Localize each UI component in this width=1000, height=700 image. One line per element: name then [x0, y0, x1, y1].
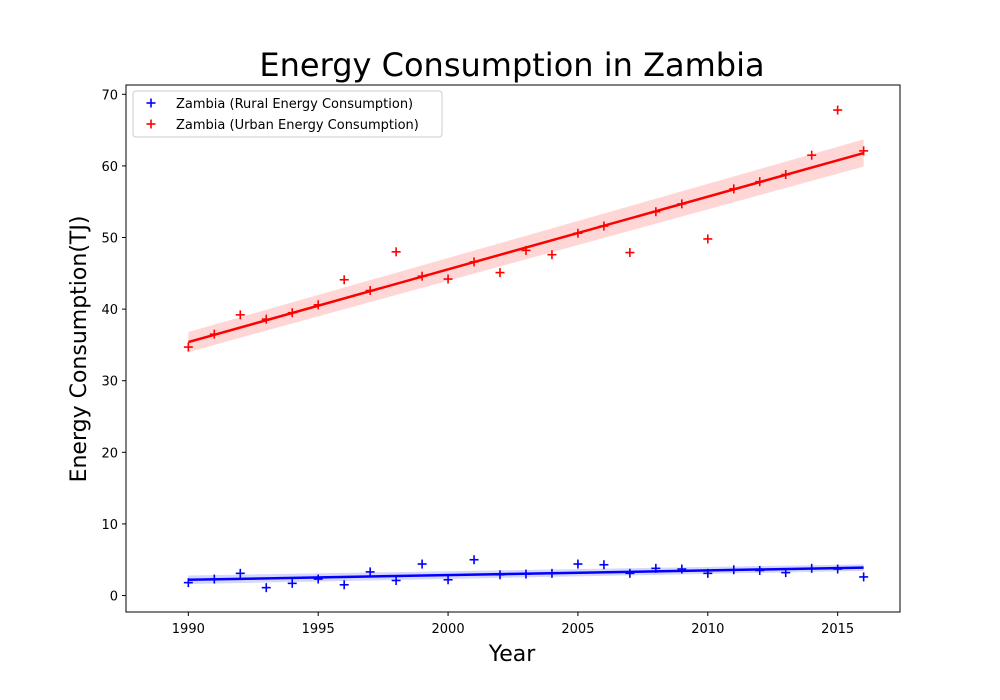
- data-point-1-13: [521, 245, 531, 255]
- x-tick-label-2000: 2000: [432, 622, 465, 637]
- data-point-0-11: [469, 555, 479, 565]
- y-tick-label-0: 0: [110, 590, 118, 605]
- x-tick-label-2010: 2010: [691, 622, 724, 637]
- x-tick-label-2005: 2005: [561, 622, 594, 637]
- data-point-1-6: [339, 275, 349, 285]
- data-point-1-9: [417, 271, 427, 281]
- data-point-0-13: [521, 569, 531, 579]
- data-point-1-5: [313, 300, 323, 310]
- data-point-0-25: [833, 564, 843, 574]
- data-point-0-15: [573, 559, 583, 569]
- data-point-1-21: [729, 184, 739, 194]
- data-point-1-15: [573, 228, 583, 238]
- x-axis-label: Year: [488, 642, 537, 667]
- data-point-1-2: [235, 310, 245, 320]
- data-point-0-5: [313, 574, 323, 584]
- data-point-1-11: [469, 257, 479, 267]
- chart-title: Energy Consumption in Zambia: [259, 46, 764, 84]
- y-tick-label-50: 50: [101, 232, 118, 247]
- y-tick-label-20: 20: [101, 446, 118, 461]
- x-axis: 1990 1995 2000 2005 2010 2015: [172, 612, 854, 637]
- data-point-1-22: [755, 177, 765, 187]
- series-0: [183, 555, 869, 593]
- x-tick-label-1990: 1990: [172, 622, 205, 637]
- legend-label-1: Zambia (Urban Energy Consumption): [176, 118, 419, 133]
- data-point-0-16: [599, 560, 609, 570]
- data-point-1-12: [495, 268, 505, 278]
- data-point-0-12: [495, 570, 505, 580]
- data-point-0-14: [547, 568, 557, 578]
- legend: Zambia (Rural Energy Consumption) Zambia …: [132, 90, 443, 138]
- data-point-1-7: [365, 286, 375, 296]
- series-1: [183, 105, 869, 352]
- y-axis-label: Energy Consumption(TJ): [67, 216, 92, 483]
- data-point-1-10: [443, 274, 453, 284]
- data-point-1-23: [781, 170, 791, 180]
- data-point-0-17: [625, 568, 635, 578]
- data-point-0-2: [235, 568, 245, 578]
- data-point-0-18: [651, 563, 661, 573]
- data-point-1-24: [807, 150, 817, 160]
- data-point-1-16: [599, 221, 609, 231]
- data-point-0-1: [209, 574, 219, 584]
- y-tick-label-70: 70: [101, 88, 118, 103]
- data-point-0-10: [443, 575, 453, 585]
- data-point-1-0: [183, 342, 193, 352]
- legend-box: [132, 90, 443, 138]
- plot-frame: [125, 84, 901, 613]
- data-point-1-3: [261, 314, 271, 324]
- x-tick-label-1995: 1995: [302, 622, 335, 637]
- data-point-0-6: [339, 580, 349, 590]
- data-point-0-19: [677, 564, 687, 574]
- data-point-1-18: [651, 207, 661, 217]
- data-point-1-1: [209, 329, 219, 339]
- points-layer: [183, 105, 869, 593]
- data-point-0-3: [261, 583, 271, 593]
- data-point-1-4: [287, 308, 297, 318]
- y-axis: 0 10 20 30 40 50 60 70: [101, 88, 126, 605]
- data-point-0-4: [287, 578, 297, 588]
- y-tick-label-30: 30: [101, 375, 118, 390]
- data-point-0-22: [755, 565, 765, 575]
- data-point-1-25: [833, 105, 843, 115]
- data-point-0-7: [365, 567, 375, 577]
- data-point-0-23: [781, 568, 791, 578]
- x-tick-label-2015: 2015: [821, 622, 854, 637]
- data-point-1-17: [625, 248, 635, 258]
- data-point-0-20: [703, 568, 713, 578]
- data-point-1-20: [703, 234, 713, 244]
- data-point-1-8: [391, 247, 401, 257]
- y-tick-label-40: 40: [101, 303, 118, 318]
- y-tick-label-60: 60: [101, 160, 118, 175]
- data-point-0-8: [391, 575, 401, 585]
- data-point-0-0: [183, 578, 193, 588]
- data-point-1-14: [547, 250, 557, 260]
- y-tick-label-10: 10: [101, 518, 118, 533]
- data-point-0-9: [417, 559, 427, 569]
- data-point-0-21: [729, 565, 739, 575]
- data-point-1-19: [677, 199, 687, 209]
- data-point-0-24: [807, 563, 817, 573]
- legend-label-0: Zambia (Rural Energy Consumption): [176, 97, 413, 112]
- data-point-0-26: [859, 572, 869, 582]
- plot-area: [125, 84, 901, 613]
- trend-layer: [187, 139, 864, 585]
- legend-entries: Zambia (Rural Energy Consumption) Zambia …: [146, 97, 419, 133]
- data-point-1-26: [859, 146, 869, 156]
- legend-marker-1: [146, 119, 156, 129]
- confidence-band-1: [188, 139, 864, 353]
- legend-marker-0: [146, 98, 156, 108]
